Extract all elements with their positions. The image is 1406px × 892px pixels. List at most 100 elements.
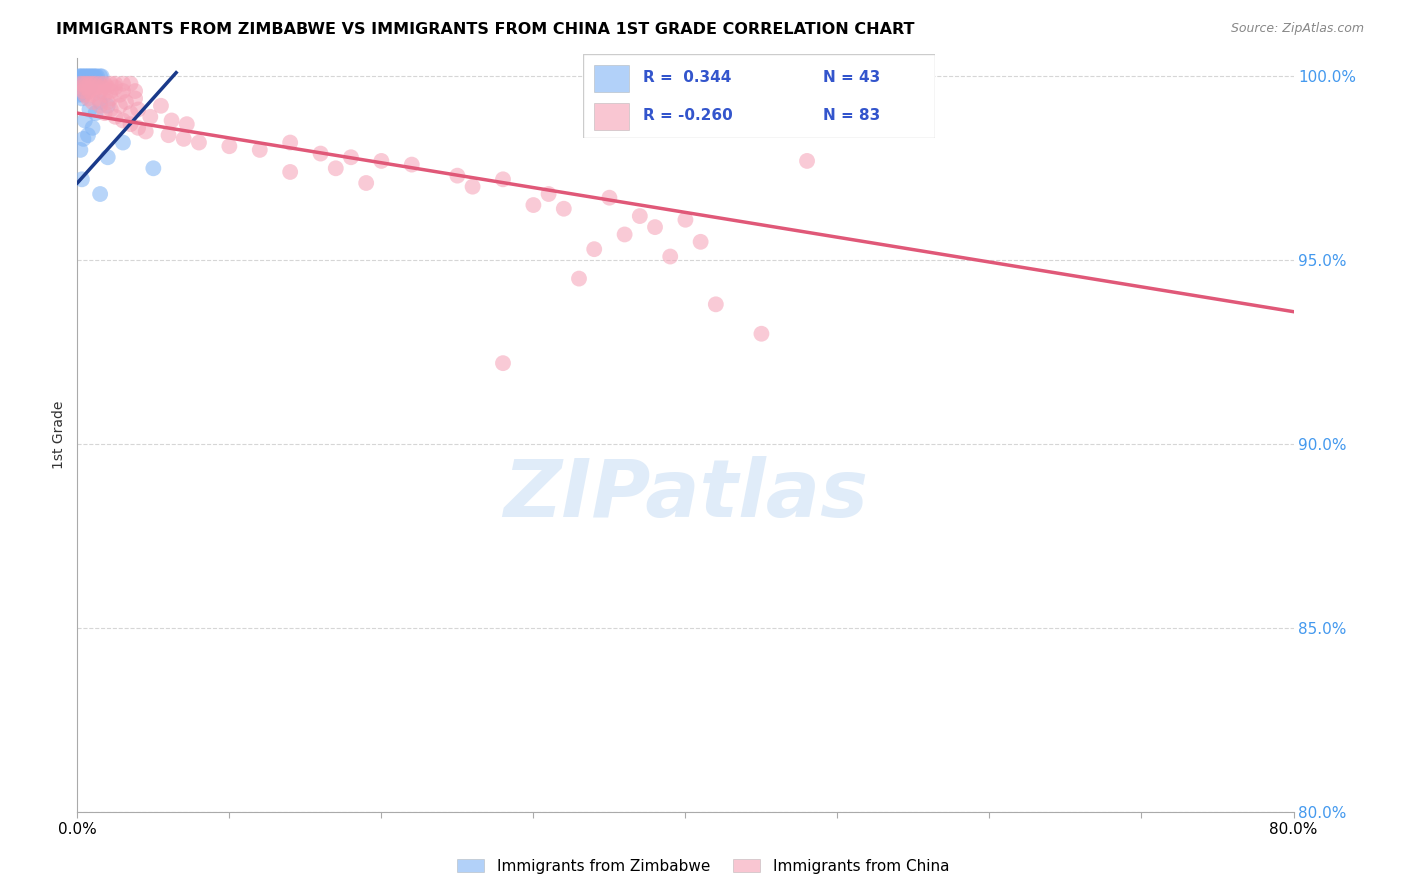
Point <box>325 161 347 176</box>
Point <box>75 80 97 95</box>
Point <box>613 227 636 242</box>
Legend: Immigrants from Zimbabwe, Immigrants from China: Immigrants from Zimbabwe, Immigrants fro… <box>451 853 955 880</box>
Point <box>127 103 149 117</box>
Point <box>115 95 138 109</box>
Point <box>77 91 100 105</box>
Y-axis label: 1st Grade: 1st Grade <box>52 401 66 469</box>
Point <box>89 187 111 202</box>
Point <box>100 91 122 105</box>
Point <box>492 172 515 186</box>
Point <box>522 198 544 212</box>
Point <box>139 110 162 124</box>
Point <box>89 95 111 109</box>
Point <box>82 120 104 135</box>
Point <box>67 70 90 84</box>
Point <box>108 87 131 102</box>
Point <box>72 77 94 91</box>
Point <box>93 77 115 91</box>
Point <box>89 77 111 91</box>
Point <box>79 84 101 98</box>
Point <box>249 143 271 157</box>
Point <box>120 117 142 131</box>
Text: R =  0.344: R = 0.344 <box>644 70 731 85</box>
Point <box>124 84 146 98</box>
Point <box>73 73 96 87</box>
Point <box>104 80 127 95</box>
Point <box>69 77 91 91</box>
Point <box>70 91 93 105</box>
Point <box>93 87 115 102</box>
Point <box>75 77 97 91</box>
Point <box>67 73 90 87</box>
Point <box>127 120 149 135</box>
Point <box>97 150 120 164</box>
Point <box>84 70 107 84</box>
Point <box>100 84 122 98</box>
Point <box>354 176 377 190</box>
Point <box>77 128 100 143</box>
Point <box>73 84 96 98</box>
Point <box>84 77 107 91</box>
Point <box>492 356 515 370</box>
Point <box>628 209 651 223</box>
Point <box>157 128 180 143</box>
Point <box>97 80 120 95</box>
FancyBboxPatch shape <box>593 64 630 92</box>
Point <box>80 80 103 95</box>
Point <box>704 297 727 311</box>
Point <box>69 77 91 91</box>
Point <box>72 84 94 98</box>
Point <box>173 132 195 146</box>
Text: IMMIGRANTS FROM ZIMBABWE VS IMMIGRANTS FROM CHINA 1ST GRADE CORRELATION CHART: IMMIGRANTS FROM ZIMBABWE VS IMMIGRANTS F… <box>56 22 915 37</box>
Point <box>142 161 165 176</box>
Point <box>82 70 104 84</box>
Point <box>598 191 620 205</box>
Point <box>553 202 575 216</box>
Point <box>135 124 157 138</box>
Point <box>70 80 93 95</box>
Point <box>370 153 392 168</box>
Point <box>75 77 97 91</box>
Point <box>90 70 112 84</box>
Point <box>84 106 107 120</box>
Point <box>67 87 90 102</box>
Point <box>72 70 94 84</box>
Point <box>176 117 198 131</box>
Point <box>75 70 97 84</box>
Point <box>70 80 93 95</box>
Point <box>120 77 142 91</box>
Point <box>100 77 122 91</box>
Point <box>89 84 111 98</box>
Point <box>69 70 91 84</box>
Point <box>73 87 96 102</box>
Point <box>72 77 94 91</box>
Point <box>160 113 183 128</box>
Text: Source: ZipAtlas.com: Source: ZipAtlas.com <box>1230 22 1364 36</box>
FancyBboxPatch shape <box>583 54 935 138</box>
Point <box>97 99 120 113</box>
Point <box>104 77 127 91</box>
Point <box>446 169 468 183</box>
Point <box>72 132 94 146</box>
Point <box>149 99 172 113</box>
Point <box>583 242 606 256</box>
Point <box>100 103 122 117</box>
Point <box>340 150 363 164</box>
Point <box>111 84 134 98</box>
Point <box>91 80 114 95</box>
Point <box>796 153 818 168</box>
Point <box>111 77 134 91</box>
Text: R = -0.260: R = -0.260 <box>644 108 733 123</box>
Point <box>77 70 100 84</box>
Point <box>675 212 697 227</box>
Point <box>69 143 91 157</box>
FancyBboxPatch shape <box>593 103 630 130</box>
Point <box>82 87 104 102</box>
Text: N = 43: N = 43 <box>823 70 880 85</box>
Point <box>689 235 711 249</box>
Point <box>82 95 104 109</box>
Point <box>93 106 115 120</box>
Text: ZIPatlas: ZIPatlas <box>503 456 868 534</box>
Point <box>218 139 240 153</box>
Point <box>87 91 110 105</box>
